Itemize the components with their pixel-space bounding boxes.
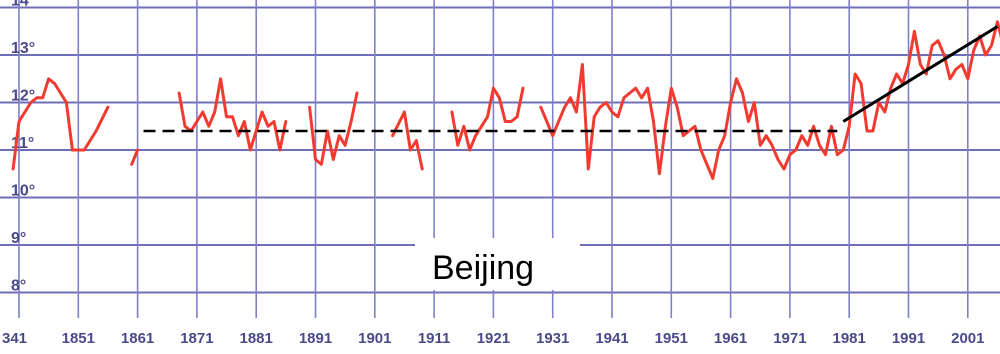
x-tick-label: 1971 xyxy=(773,330,806,347)
y-tick-label: 9° xyxy=(11,230,26,247)
series-line-segment xyxy=(130,148,140,166)
chart-label: Beijing xyxy=(432,249,534,287)
x-tick-label: 1931 xyxy=(536,330,569,347)
series-line-segment xyxy=(450,86,525,152)
x-tick-label: 1871 xyxy=(180,330,213,347)
x-axis-ticks: 341 1851 1861 1871 1881 1891 1901 1911 1921 1931 1… xyxy=(2,330,984,347)
series-line-segment xyxy=(177,77,288,152)
x-tick-label: 1851 xyxy=(62,330,95,347)
series-line-segment xyxy=(391,110,424,171)
y-tick-label: 8° xyxy=(11,278,26,295)
x-tick-label: 1991 xyxy=(892,330,925,347)
x-tick-label: 1911 xyxy=(418,330,451,347)
temperature-series xyxy=(11,20,1000,180)
y-tick-label: 10° xyxy=(11,183,35,200)
x-tick-label: 1961 xyxy=(714,330,747,347)
x-tick-label: 1941 xyxy=(595,330,628,347)
x-tick-label: 1861 xyxy=(121,330,154,347)
x-tick-label: 1921 xyxy=(477,330,510,347)
chart-label-background xyxy=(415,238,580,290)
x-tick-label: 1881 xyxy=(240,330,273,347)
y-tick-label: 14 xyxy=(11,0,29,10)
trend-lines xyxy=(143,25,999,133)
x-tick-label: 2001 xyxy=(951,330,984,347)
x-tick-label: 1901 xyxy=(358,330,391,347)
series-line-segment xyxy=(308,91,359,166)
x-tick-label: 1891 xyxy=(299,330,332,347)
y-tick-label: 12° xyxy=(11,88,35,105)
trend-line-rising xyxy=(842,25,999,123)
y-tick-label: 13° xyxy=(11,40,35,57)
x-tick-label: 1981 xyxy=(833,330,866,347)
series-line-segment xyxy=(11,77,110,171)
x-tick-label: 1951 xyxy=(655,330,688,347)
series-line-segment xyxy=(539,20,1000,180)
x-tick-label: 341 xyxy=(2,330,27,347)
